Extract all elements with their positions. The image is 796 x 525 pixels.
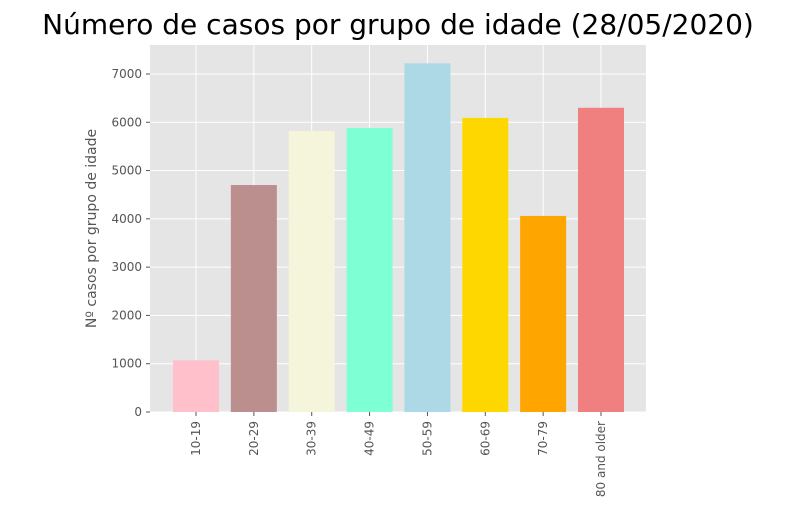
y-tick-label: 6000 xyxy=(111,115,142,129)
chart-title: Número de casos por grupo de idade (28/0… xyxy=(42,8,754,41)
y-tick-label: 5000 xyxy=(111,164,142,178)
y-tick-label: 1000 xyxy=(111,357,142,371)
x-tick-label: 10-19 xyxy=(189,421,203,456)
bar-10-19 xyxy=(173,360,219,412)
bar-80-and-older xyxy=(578,107,624,413)
x-tick-label: 30-39 xyxy=(305,421,319,456)
x-tick-label: 40-49 xyxy=(363,421,377,456)
bar-20-29 xyxy=(230,185,277,412)
x-tick-label: 60-69 xyxy=(478,421,492,456)
x-tick-label: 80 and older xyxy=(594,421,608,497)
bars xyxy=(173,63,624,413)
x-tick-label: 50-59 xyxy=(420,421,434,456)
x-tick-label: 70-79 xyxy=(536,421,550,456)
plot-area xyxy=(150,45,646,412)
bar-40-49 xyxy=(346,128,393,412)
x-tick-label: 20-29 xyxy=(247,421,261,456)
y-tick-label: 0 xyxy=(134,405,142,419)
x-axis-ticks: 10-19 20-29 30-39 40-49 50-59 60-69 70-79 80 an… xyxy=(189,412,608,497)
y-tick-label: 4000 xyxy=(111,212,142,226)
bar-60-69 xyxy=(462,117,509,412)
y-axis-label: Nº casos por grupo de idade xyxy=(84,129,100,328)
bar-70-79 xyxy=(520,215,567,412)
y-axis-ticks: 0 1000 2000 3000 4000 5000 6000 7000 xyxy=(111,67,150,419)
y-tick-label: 3000 xyxy=(111,260,142,274)
y-tick-label: 2000 xyxy=(111,308,142,322)
bar-30-39 xyxy=(288,130,335,412)
y-tick-label: 7000 xyxy=(111,67,142,81)
bar-50-59 xyxy=(404,63,451,412)
